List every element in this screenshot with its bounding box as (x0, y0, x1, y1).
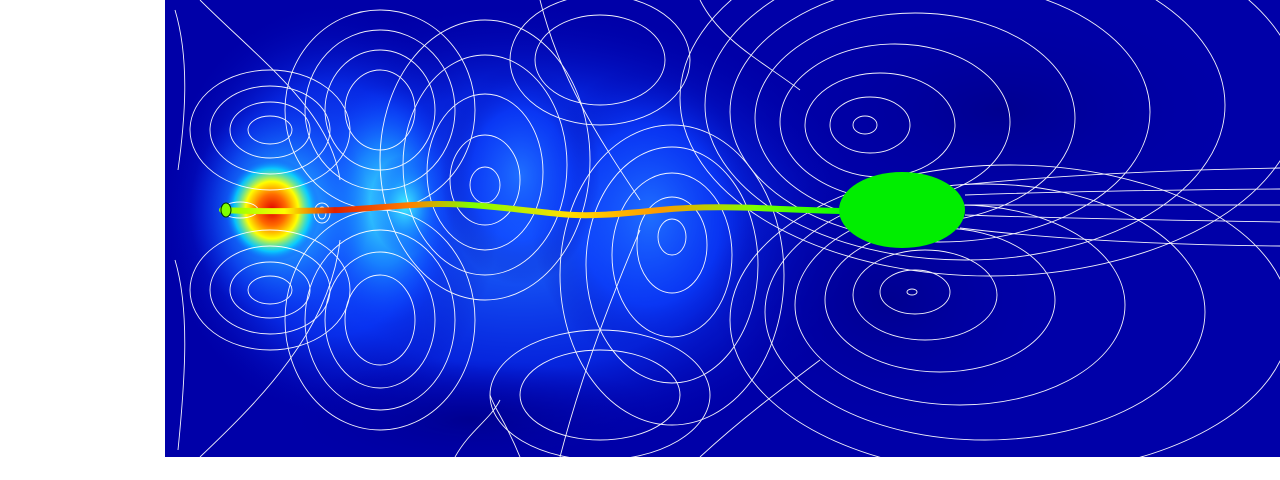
filament (219, 200, 851, 219)
filament-tip (220, 202, 232, 218)
rigid-body (839, 172, 965, 248)
